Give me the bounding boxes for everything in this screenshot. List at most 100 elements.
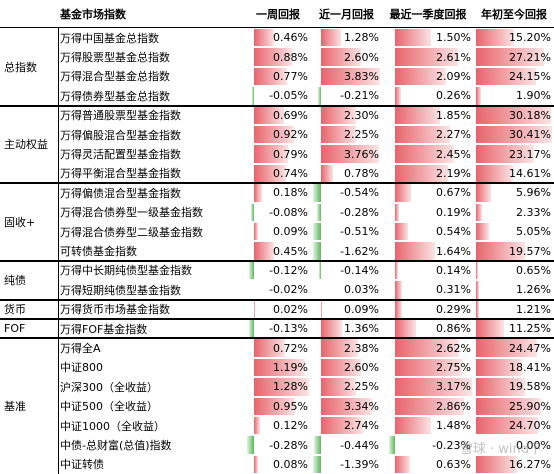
value-label: 24.70% bbox=[509, 416, 551, 435]
cell-ytd: 5.05% bbox=[474, 222, 554, 241]
cell-week: 0.69% bbox=[245, 106, 311, 125]
value-label: -0.51% bbox=[340, 222, 379, 241]
value-label: -0.05% bbox=[269, 86, 308, 105]
value-label: 2.25% bbox=[344, 125, 379, 144]
group-divider bbox=[0, 260, 554, 262]
value-label: 0.09% bbox=[273, 222, 308, 241]
cell-quarter: 0.29% bbox=[382, 300, 474, 319]
data-bar bbox=[254, 184, 262, 201]
data-bar bbox=[254, 417, 259, 434]
data-bar bbox=[395, 320, 416, 337]
data-bar bbox=[314, 436, 321, 453]
group-label: 货币 bbox=[0, 300, 58, 319]
value-label: 3.83% bbox=[344, 67, 379, 86]
value-label: -0.02% bbox=[269, 280, 308, 299]
value-label: 2.09% bbox=[436, 67, 471, 86]
cell-quarter: 0.54% bbox=[382, 222, 474, 241]
value-label: 0.95% bbox=[273, 397, 308, 416]
value-label: 3.76% bbox=[344, 144, 379, 163]
group-label: 基准 bbox=[0, 338, 58, 474]
data-bar bbox=[313, 242, 321, 259]
data-bar bbox=[318, 87, 321, 104]
data-bar bbox=[395, 417, 431, 434]
value-label: 0.79% bbox=[273, 144, 308, 163]
value-label: -0.28% bbox=[340, 203, 379, 222]
index-name: 万得股票型基金总指数 bbox=[60, 47, 245, 66]
cell-ytd: 0.65% bbox=[474, 261, 554, 280]
cell-month: -0.51% bbox=[311, 222, 382, 241]
value-label: -1.39% bbox=[340, 455, 379, 474]
value-label: 0.08% bbox=[273, 455, 308, 474]
value-label: 0.86% bbox=[436, 319, 471, 338]
value-label: 2.62% bbox=[436, 338, 471, 357]
data-bar bbox=[395, 204, 400, 221]
cell-ytd: 15.20% bbox=[474, 28, 554, 47]
cell-ytd: 1.26% bbox=[474, 280, 554, 299]
value-label: 2.33% bbox=[516, 203, 551, 222]
cell-week: -0.05% bbox=[245, 86, 311, 105]
data-bar bbox=[252, 87, 254, 104]
value-label: 2.27% bbox=[436, 125, 471, 144]
value-label: 25.90% bbox=[509, 397, 551, 416]
cell-ytd: 19.58% bbox=[474, 377, 554, 396]
value-label: -0.14% bbox=[340, 261, 379, 280]
data-bar bbox=[395, 281, 403, 298]
cell-month: 2.30% bbox=[311, 106, 382, 125]
value-label: 0.92% bbox=[273, 125, 308, 144]
value-label: 2.25% bbox=[344, 377, 379, 396]
table-row: 万得FOF基金指数-0.13%1.36%0.86%11.25% bbox=[0, 319, 554, 338]
cell-month: 0.03% bbox=[311, 280, 382, 299]
cell-month: 2.60% bbox=[311, 358, 382, 377]
data-bar bbox=[313, 184, 321, 201]
group-label: 总指数 bbox=[0, 28, 58, 106]
index-name: 万得混合型基金总指数 bbox=[60, 67, 245, 86]
cell-ytd: 24.47% bbox=[474, 338, 554, 357]
cell-quarter: 2.09% bbox=[382, 67, 474, 86]
table-row: 中证500（全收益） 0.95% 3.34% 2.86% 25.90% bbox=[0, 397, 554, 416]
cell-ytd: 24.15% bbox=[474, 67, 554, 86]
value-label: 0.09% bbox=[344, 300, 379, 319]
cell-ytd: 14.61% bbox=[474, 164, 554, 183]
index-name: 万得FOF基金指数 bbox=[60, 319, 245, 338]
data-bar bbox=[395, 456, 410, 473]
value-label: 2.86% bbox=[436, 397, 471, 416]
group-divider bbox=[0, 27, 554, 28]
data-bar bbox=[321, 320, 342, 337]
header-col-ytd: 年初至今回报 bbox=[474, 0, 554, 28]
data-bar bbox=[476, 204, 482, 221]
index-name: 万得短期纯债型基金指数 bbox=[60, 280, 245, 299]
value-label: 18.41% bbox=[509, 358, 551, 377]
cell-ytd: 1.21% bbox=[474, 300, 554, 319]
cell-quarter: 2.62% bbox=[382, 338, 474, 357]
data-bar bbox=[254, 29, 274, 46]
cell-month: 1.28% bbox=[311, 28, 382, 47]
index-name: 中证500（全收益） bbox=[60, 397, 245, 416]
cell-quarter: 1.85% bbox=[382, 106, 474, 125]
value-label: -0.28% bbox=[269, 435, 308, 454]
data-bar bbox=[251, 204, 254, 221]
index-name: 万得中长期纯债型基金指数 bbox=[60, 261, 245, 280]
cell-week: 0.74% bbox=[245, 164, 311, 183]
value-label: 2.30% bbox=[344, 106, 379, 125]
data-bar bbox=[254, 456, 257, 473]
cell-week: 0.77% bbox=[245, 67, 311, 86]
data-bar bbox=[476, 165, 513, 182]
index-name: 万得灵活配置型基金指数 bbox=[60, 144, 245, 163]
cell-quarter: 0.31% bbox=[382, 280, 474, 299]
table-row: 中债-总财富(总值)指数-0.28%-0.44%-0.23%0.00% bbox=[0, 435, 554, 454]
value-label: 3.34% bbox=[344, 397, 379, 416]
table-row: 万得中长期纯债型基金指数-0.12%-0.14%0.14%0.65% bbox=[0, 261, 554, 280]
cell-quarter: 0.67% bbox=[382, 183, 474, 202]
data-bar bbox=[389, 436, 395, 453]
value-label: 3.17% bbox=[436, 377, 471, 396]
data-bar bbox=[317, 204, 321, 221]
header-col-week: 一周回报 bbox=[245, 0, 311, 28]
value-label: 0.31% bbox=[436, 280, 471, 299]
cell-quarter: -0.23% bbox=[382, 435, 474, 454]
data-bar bbox=[395, 223, 408, 240]
data-bar bbox=[254, 223, 258, 240]
